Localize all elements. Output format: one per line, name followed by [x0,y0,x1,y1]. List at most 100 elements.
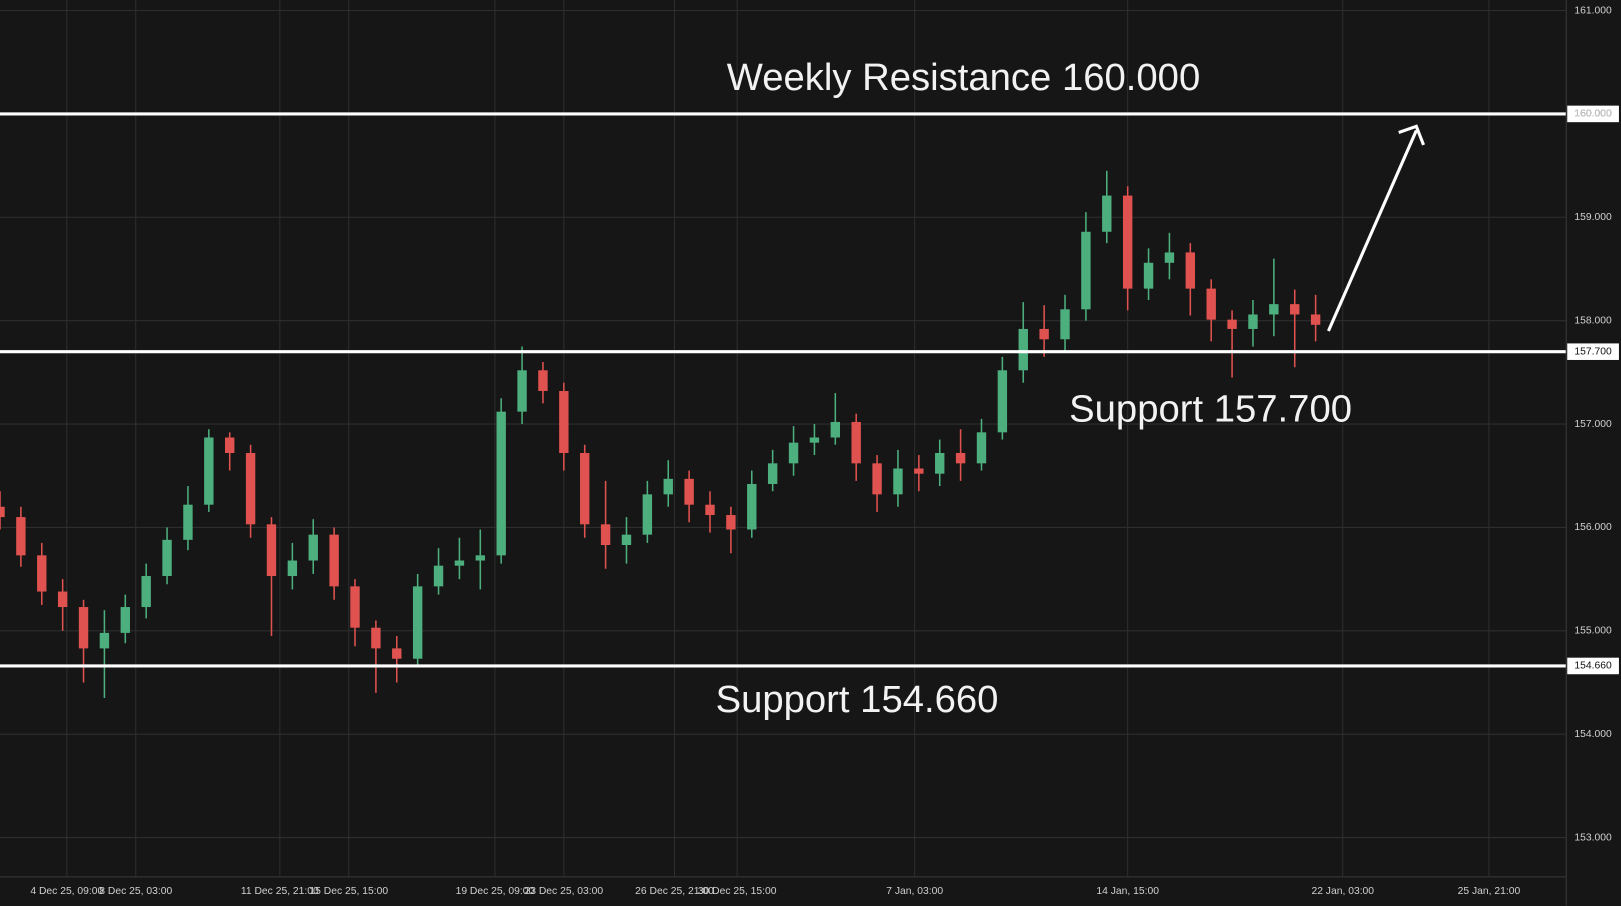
candle-body [830,421,841,438]
candle-body [16,517,26,556]
candle-body [37,555,47,592]
candle-body [496,411,506,556]
candle-body [162,539,172,577]
candle-body [475,555,486,561]
candle-body [1290,304,1300,315]
candle-body [1102,195,1112,232]
candle-body [266,524,277,577]
candle-body [663,478,673,495]
candle-body [726,515,736,530]
y-tick-label: 153.000 [1574,832,1612,843]
y-tick-label: 157.000 [1574,419,1612,430]
x-tick-label: 22 Jan, 03:00 [1311,886,1374,897]
arrow-shaft [1327,129,1418,332]
candle-body [955,453,966,464]
annotation: Support 157.700 [1069,388,1352,431]
candle-body [392,648,402,659]
candle-body [1227,319,1237,329]
grid [0,0,1567,877]
annotation: Support 154.660 [716,678,999,721]
candle-body [600,524,611,546]
candle-body [225,437,235,453]
candle-body [1248,314,1258,329]
candle-body [1206,288,1216,320]
x-tick-label: 26 Dec 25, 21:00 [635,886,714,897]
candles [0,170,1321,699]
candle-body [809,437,820,443]
x-tick-label: 4 Dec 25, 09:00 [30,886,103,897]
candle-body [997,370,1008,433]
level-label-box [1567,105,1619,123]
candle-body [935,453,945,474]
candle-body [621,534,632,546]
x-tick-label: 11 Dec 25, 21:00 [241,886,319,897]
level-label-box [1567,657,1619,675]
candle-body [517,370,527,412]
candle-body [976,432,987,464]
candle-body [350,586,360,628]
candle-body [1269,304,1279,315]
candle-body [412,586,423,659]
level-label: 157.700 [1574,346,1612,357]
y-tick-label: 160.000 [1574,109,1612,120]
candle-body [1039,328,1049,340]
y-tick-label: 156.000 [1574,522,1612,533]
candle-body [371,627,381,649]
x-tick-label: 19 Dec 25, 09:00 [456,886,535,897]
arrow [1327,124,1425,332]
candle-body [705,504,715,516]
candle-body [580,453,590,525]
candle-body [642,494,653,535]
candle-body [872,463,882,495]
candle-body [78,607,89,649]
candle-body [559,390,569,453]
candle-body [1164,252,1175,263]
candle-body [204,437,214,505]
candle-body [57,591,68,608]
x-tick-label: 8 Dec 25, 03:00 [99,886,172,897]
candle-body [1310,314,1321,325]
annotation: Weekly Resistance 160.000 [727,56,1200,99]
candle-body [99,632,110,649]
candle-body [538,370,548,391]
candle-body [684,478,694,505]
x-tick-label: 25 Jan, 21:00 [1458,886,1521,897]
candle-body [747,484,757,530]
candle-body [0,506,5,518]
level-label-box [1567,343,1619,360]
x-tick-label: 7 Jan, 03:00 [886,886,943,897]
y-tick-label: 158.000 [1574,315,1612,326]
x-tick-label: 30 Dec 25, 15:00 [698,886,777,897]
y-tick-label: 155.000 [1574,626,1612,637]
candle-body [141,576,151,608]
candle-body [454,560,465,566]
candle-body [120,607,130,633]
candle-body [1081,231,1091,310]
level-label: 160.000 [1574,109,1612,120]
candle-body [287,560,298,577]
candle-body [1122,195,1133,289]
x-tick-label: 14 Jan, 15:00 [1096,886,1159,897]
candle-body [329,534,339,587]
candle-body [1060,309,1070,340]
candle-body [788,442,799,464]
candle-body [183,504,193,540]
candle-body [851,421,861,464]
y-tick-label: 161.000 [1574,5,1612,16]
levels: 160.000 157.700 154.660 [0,105,1619,675]
candle-body [1018,328,1028,371]
candle-body [433,565,444,587]
x-tick-label: 15 Dec 25, 15:00 [309,886,388,897]
candle-body [893,468,903,495]
y-tick-label: 154.000 [1574,729,1612,740]
candle-body [914,468,924,474]
candle-body [1185,252,1196,289]
candle-body [1143,262,1154,289]
candle-body [767,463,778,485]
y-tick-label: 159.000 [1574,212,1612,223]
candle-body [308,534,318,561]
level-label: 154.660 [1574,661,1612,672]
